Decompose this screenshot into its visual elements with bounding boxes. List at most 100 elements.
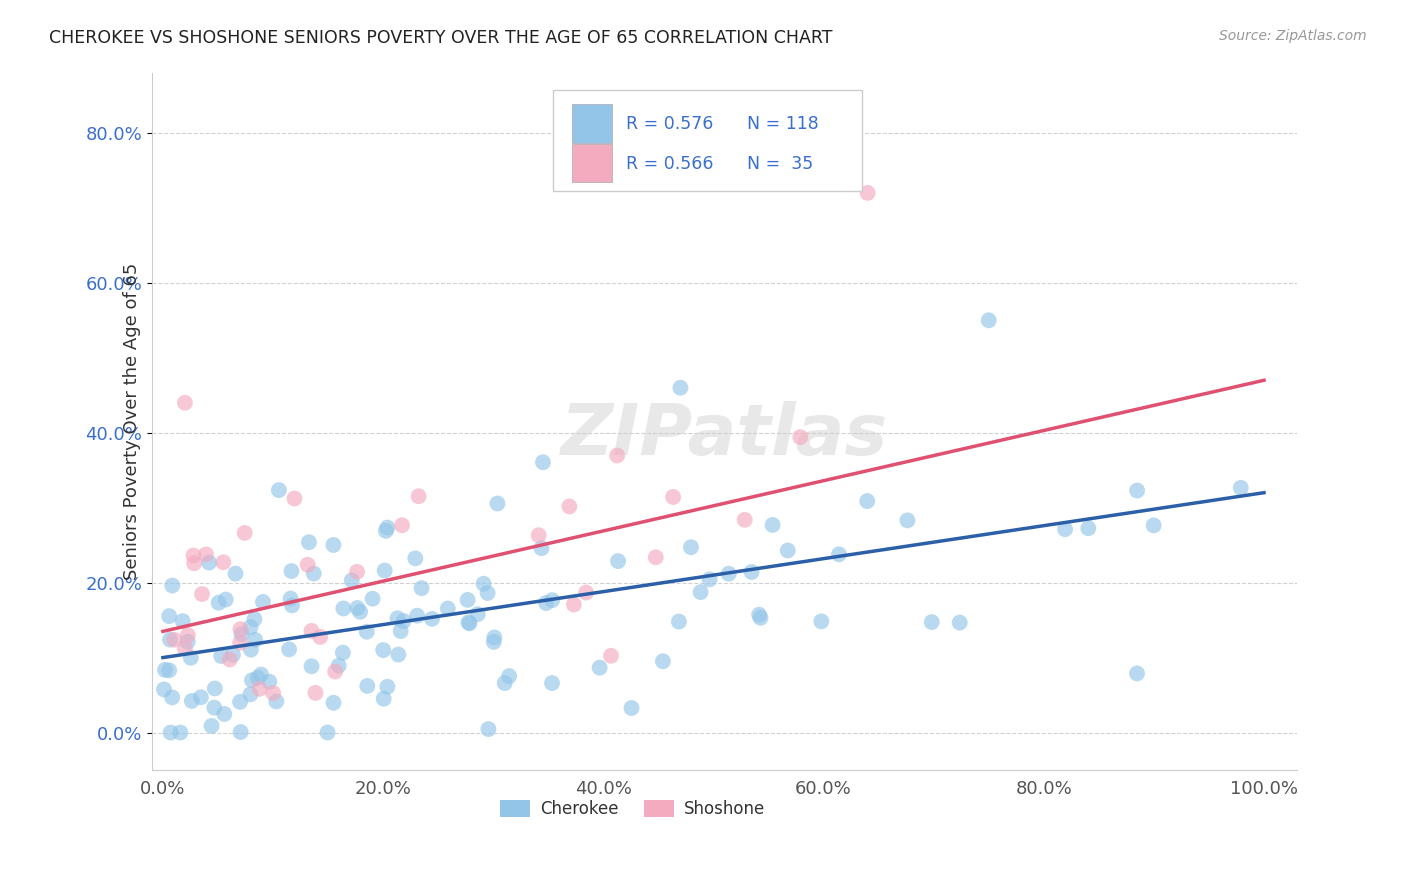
Point <box>606 449 628 463</box>
Point <box>278 642 301 657</box>
Point <box>249 681 271 696</box>
Point <box>391 518 413 533</box>
Point <box>977 313 1000 327</box>
Point <box>1126 483 1149 498</box>
Point <box>375 520 398 534</box>
Point <box>346 565 368 579</box>
Point <box>246 671 269 685</box>
Point <box>209 648 232 663</box>
Point <box>600 648 623 663</box>
Point <box>316 725 339 739</box>
Point <box>810 615 832 629</box>
Point <box>377 680 399 694</box>
Point <box>558 500 581 514</box>
Point <box>356 679 378 693</box>
Point <box>169 725 191 739</box>
Point <box>195 548 218 562</box>
Point <box>541 676 564 690</box>
Text: N =  35: N = 35 <box>748 154 814 172</box>
Point <box>281 599 304 613</box>
Point <box>689 585 711 599</box>
Point <box>304 686 326 700</box>
Point <box>157 663 180 677</box>
Point <box>162 578 184 592</box>
Point <box>229 695 252 709</box>
Point <box>1143 518 1166 533</box>
Point <box>224 566 246 581</box>
Point <box>174 641 197 656</box>
Point <box>340 574 363 588</box>
Point <box>239 620 262 634</box>
Point <box>856 186 879 200</box>
Point <box>669 381 692 395</box>
Point <box>215 592 238 607</box>
Point <box>301 659 323 673</box>
Point <box>1054 522 1077 536</box>
FancyBboxPatch shape <box>572 145 612 182</box>
Point <box>218 652 240 666</box>
Point <box>356 624 378 639</box>
Point <box>789 430 811 444</box>
Point <box>297 558 319 572</box>
Point <box>374 564 396 578</box>
Point <box>607 554 630 568</box>
Point <box>472 576 495 591</box>
Point <box>323 665 346 679</box>
Point <box>392 614 415 628</box>
Point <box>259 674 281 689</box>
Point <box>177 634 200 648</box>
Point <box>1126 666 1149 681</box>
Point <box>239 642 262 657</box>
Point <box>159 632 181 647</box>
FancyBboxPatch shape <box>553 90 862 192</box>
Point <box>240 673 263 688</box>
Point <box>160 690 183 705</box>
Point <box>644 550 666 565</box>
Point <box>229 636 252 650</box>
Point <box>172 614 194 628</box>
Point <box>280 564 302 578</box>
Point <box>1229 481 1251 495</box>
Point <box>157 609 180 624</box>
Point <box>949 615 972 630</box>
Point <box>349 605 371 619</box>
Point <box>374 524 396 538</box>
FancyBboxPatch shape <box>572 104 612 143</box>
Text: CHEROKEE VS SHOSHONE SENIORS POVERTY OVER THE AGE OF 65 CORRELATION CHART: CHEROKEE VS SHOSHONE SENIORS POVERTY OVE… <box>49 29 832 46</box>
Point <box>662 490 685 504</box>
Point <box>411 581 433 595</box>
Point <box>749 611 772 625</box>
Point <box>1077 521 1099 535</box>
Point <box>776 543 799 558</box>
Point <box>266 694 288 708</box>
Point <box>322 538 344 552</box>
Point <box>222 648 245 662</box>
Point <box>361 591 384 606</box>
Point <box>679 540 702 554</box>
Point <box>748 607 770 622</box>
Point <box>245 632 267 647</box>
Point <box>458 616 481 631</box>
Point <box>373 643 395 657</box>
Point <box>180 694 202 708</box>
Point <box>498 669 520 683</box>
Point <box>267 483 290 497</box>
Point <box>387 611 409 625</box>
Point <box>332 646 354 660</box>
Legend: Cherokee, Shoshone: Cherokee, Shoshone <box>494 793 772 824</box>
Point <box>233 525 256 540</box>
Point <box>208 596 231 610</box>
Point <box>262 686 284 700</box>
Point <box>191 587 214 601</box>
Point <box>322 696 344 710</box>
Text: R = 0.566: R = 0.566 <box>626 154 713 172</box>
Point <box>457 615 479 630</box>
Point <box>620 701 643 715</box>
Point <box>252 595 274 609</box>
Point <box>406 608 429 623</box>
Point <box>541 593 564 607</box>
Point <box>229 725 252 739</box>
Point <box>298 535 321 549</box>
Point <box>183 549 205 563</box>
Point <box>200 719 222 733</box>
